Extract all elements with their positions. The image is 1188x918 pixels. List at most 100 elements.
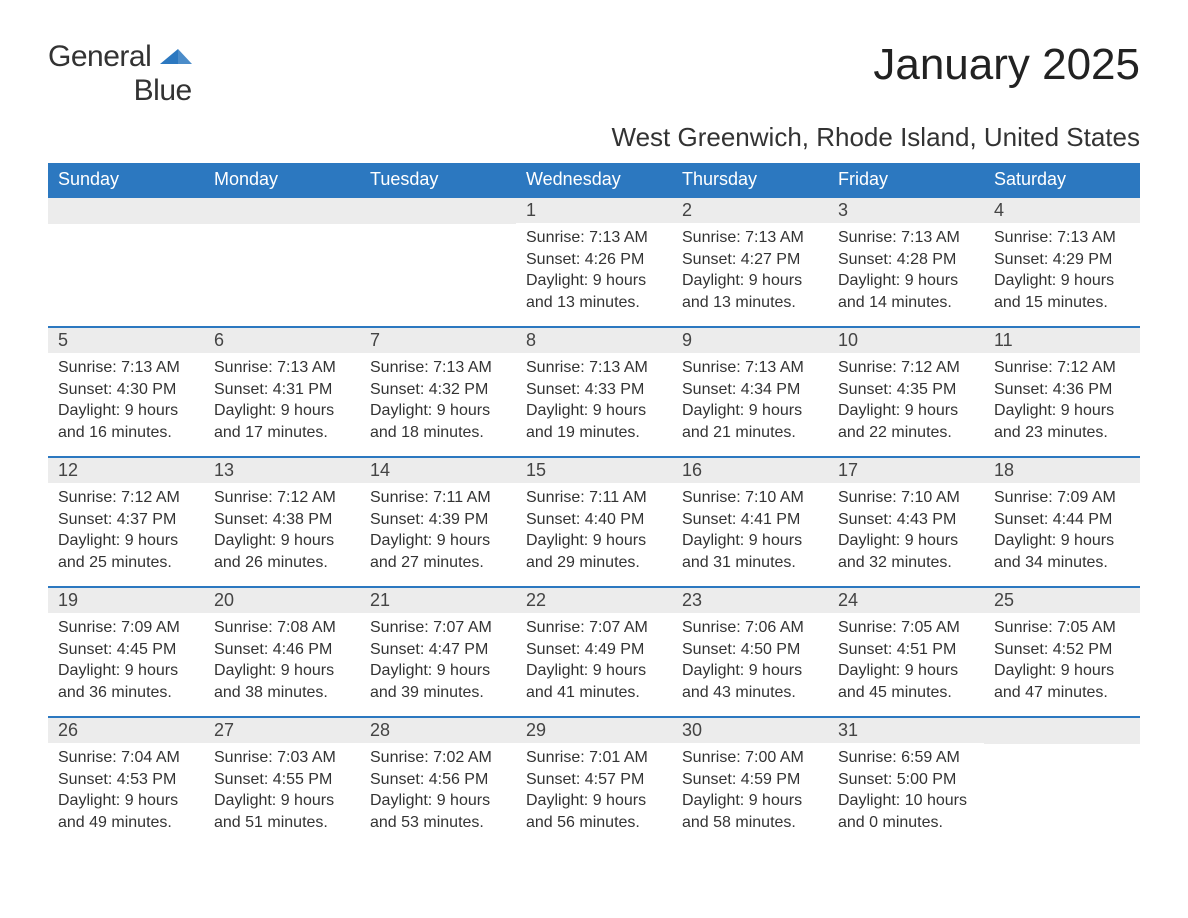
field-label: Sunrise:	[838, 489, 897, 506]
day-details: Sunrise: 7:13 AMSunset: 4:34 PMDaylight:…	[672, 353, 828, 451]
calendar-cell: 3Sunrise: 7:13 AMSunset: 4:28 PMDaylight…	[828, 197, 984, 327]
field-value: 4:37 PM	[117, 511, 177, 528]
field-value: 7:13 AM	[589, 229, 648, 246]
field-value: 7:13 AM	[745, 229, 804, 246]
field-value: 4:55 PM	[273, 771, 333, 788]
field-label: Daylight:	[214, 662, 276, 679]
field-label: Sunrise:	[370, 619, 429, 636]
calendar-cell: 12Sunrise: 7:12 AMSunset: 4:37 PMDayligh…	[48, 457, 204, 587]
day-details: Sunrise: 7:06 AMSunset: 4:50 PMDaylight:…	[672, 613, 828, 711]
field-value: 7:02 AM	[433, 749, 492, 766]
field-label: Daylight:	[838, 662, 900, 679]
day-details: Sunrise: 7:11 AMSunset: 4:40 PMDaylight:…	[516, 483, 672, 581]
field-label: Sunset:	[994, 251, 1048, 268]
calendar-cell: 28Sunrise: 7:02 AMSunset: 4:56 PMDayligh…	[360, 717, 516, 847]
field-label: Daylight:	[838, 272, 900, 289]
day-number: 5	[48, 328, 204, 353]
field-value: 7:13 AM	[433, 359, 492, 376]
field-label: Sunset:	[838, 381, 892, 398]
calendar-week-row: 19Sunrise: 7:09 AMSunset: 4:45 PMDayligh…	[48, 587, 1140, 717]
field-value: 4:43 PM	[897, 511, 957, 528]
field-value: 4:36 PM	[1053, 381, 1113, 398]
day-details: Sunrise: 7:05 AMSunset: 4:51 PMDaylight:…	[828, 613, 984, 711]
field-label: Daylight:	[682, 662, 744, 679]
calendar-cell: 15Sunrise: 7:11 AMSunset: 4:40 PMDayligh…	[516, 457, 672, 587]
field-value: 7:05 AM	[901, 619, 960, 636]
field-value: 7:12 AM	[121, 489, 180, 506]
weekday-header: Saturday	[984, 163, 1140, 197]
day-details: Sunrise: 7:09 AMSunset: 4:44 PMDaylight:…	[984, 483, 1140, 581]
field-value: 4:34 PM	[741, 381, 801, 398]
field-label: Sunset:	[526, 251, 580, 268]
day-details: Sunrise: 7:00 AMSunset: 4:59 PMDaylight:…	[672, 743, 828, 841]
calendar-cell: 31Sunrise: 6:59 AMSunset: 5:00 PMDayligh…	[828, 717, 984, 847]
field-label: Sunrise:	[682, 229, 741, 246]
field-label: Sunset:	[370, 511, 424, 528]
calendar-cell	[204, 197, 360, 327]
calendar-cell	[360, 197, 516, 327]
field-label: Sunset:	[58, 511, 112, 528]
field-value: 4:41 PM	[741, 511, 801, 528]
field-value: 7:07 AM	[433, 619, 492, 636]
day-number: 27	[204, 718, 360, 743]
day-details: Sunrise: 7:13 AMSunset: 4:26 PMDaylight:…	[516, 223, 672, 321]
field-label: Sunrise:	[58, 619, 117, 636]
field-label: Sunset:	[682, 511, 736, 528]
field-value: 7:09 AM	[1057, 489, 1116, 506]
field-value: 7:12 AM	[1057, 359, 1116, 376]
field-label: Sunset:	[838, 511, 892, 528]
calendar-cell: 5Sunrise: 7:13 AMSunset: 4:30 PMDaylight…	[48, 327, 204, 457]
day-number: 3	[828, 198, 984, 223]
field-label: Sunrise:	[994, 619, 1053, 636]
field-label: Sunset:	[994, 381, 1048, 398]
field-label: Sunrise:	[682, 489, 741, 506]
calendar-cell: 4Sunrise: 7:13 AMSunset: 4:29 PMDaylight…	[984, 197, 1140, 327]
day-details: Sunrise: 7:13 AMSunset: 4:30 PMDaylight:…	[48, 353, 204, 451]
day-details: Sunrise: 7:13 AMSunset: 4:27 PMDaylight:…	[672, 223, 828, 321]
field-label: Sunrise:	[682, 359, 741, 376]
day-details: Sunrise: 7:04 AMSunset: 4:53 PMDaylight:…	[48, 743, 204, 841]
field-value: 4:31 PM	[273, 381, 333, 398]
field-value: 7:13 AM	[121, 359, 180, 376]
calendar-cell: 13Sunrise: 7:12 AMSunset: 4:38 PMDayligh…	[204, 457, 360, 587]
calendar-cell: 26Sunrise: 7:04 AMSunset: 4:53 PMDayligh…	[48, 717, 204, 847]
field-label: Sunrise:	[58, 489, 117, 506]
day-number: 13	[204, 458, 360, 483]
weekday-header: Thursday	[672, 163, 828, 197]
field-label: Sunrise:	[682, 619, 741, 636]
field-value: 4:38 PM	[273, 511, 333, 528]
field-label: Daylight:	[58, 532, 120, 549]
field-value: 7:09 AM	[121, 619, 180, 636]
calendar-table: SundayMondayTuesdayWednesdayThursdayFrid…	[48, 163, 1140, 847]
field-value: 7:13 AM	[901, 229, 960, 246]
field-label: Sunrise:	[838, 229, 897, 246]
day-number: 16	[672, 458, 828, 483]
field-label: Daylight:	[994, 402, 1056, 419]
field-label: Daylight:	[526, 272, 588, 289]
field-label: Sunrise:	[838, 359, 897, 376]
field-value: 7:06 AM	[745, 619, 804, 636]
weekday-header-row: SundayMondayTuesdayWednesdayThursdayFrid…	[48, 163, 1140, 197]
day-number: 20	[204, 588, 360, 613]
calendar-cell: 11Sunrise: 7:12 AMSunset: 4:36 PMDayligh…	[984, 327, 1140, 457]
field-label: Sunrise:	[58, 749, 117, 766]
field-label: Sunset:	[838, 641, 892, 658]
day-number: 1	[516, 198, 672, 223]
field-label: Sunset:	[58, 771, 112, 788]
day-details: Sunrise: 7:01 AMSunset: 4:57 PMDaylight:…	[516, 743, 672, 841]
field-label: Sunset:	[214, 381, 268, 398]
day-number: 28	[360, 718, 516, 743]
field-label: Sunset:	[370, 381, 424, 398]
day-number: 24	[828, 588, 984, 613]
field-value: 5:00 PM	[897, 771, 957, 788]
field-label: Sunset:	[58, 641, 112, 658]
calendar-cell: 10Sunrise: 7:12 AMSunset: 4:35 PMDayligh…	[828, 327, 984, 457]
field-label: Sunset:	[682, 381, 736, 398]
field-value: 4:47 PM	[429, 641, 489, 658]
calendar-cell: 22Sunrise: 7:07 AMSunset: 4:49 PMDayligh…	[516, 587, 672, 717]
day-number: 17	[828, 458, 984, 483]
day-number: 2	[672, 198, 828, 223]
day-details: Sunrise: 6:59 AMSunset: 5:00 PMDaylight:…	[828, 743, 984, 841]
field-value: 4:35 PM	[897, 381, 957, 398]
day-number: 30	[672, 718, 828, 743]
